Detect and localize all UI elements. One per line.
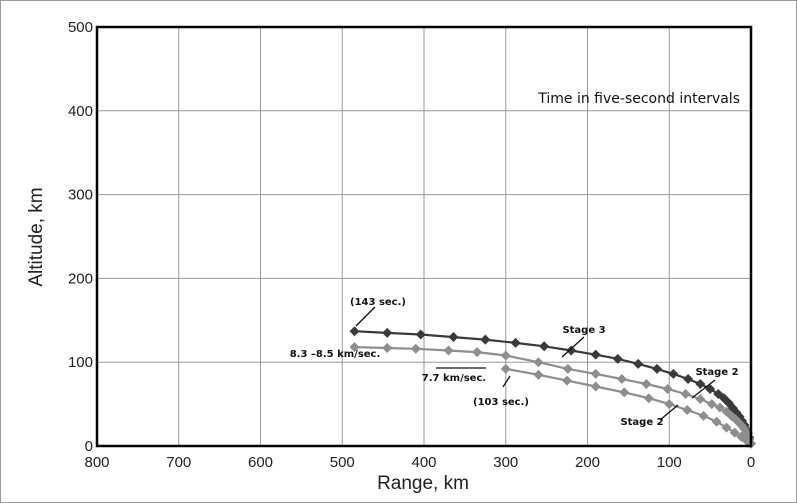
data-point xyxy=(680,389,691,400)
x-tick-label: 300 xyxy=(493,454,518,471)
series-2 xyxy=(500,363,755,448)
note-time-intervals: Time in five-second intervals xyxy=(537,91,740,107)
y-tick-label: 500 xyxy=(68,19,93,36)
data-point xyxy=(706,399,717,410)
data-point xyxy=(662,384,673,395)
annotation-stage-2-lower: Stage 2 xyxy=(620,417,663,428)
data-point xyxy=(713,389,724,400)
data-point xyxy=(448,332,459,343)
x-tick-label: 400 xyxy=(411,454,436,471)
data-point xyxy=(566,345,577,356)
data-point xyxy=(382,342,393,353)
plot-area-border xyxy=(95,25,753,448)
data-point xyxy=(533,369,544,380)
data-point xyxy=(590,368,601,379)
y-tick-label: 400 xyxy=(68,103,93,120)
x-tick-label: 200 xyxy=(575,454,600,471)
y-tick-label: 300 xyxy=(68,187,93,204)
x-tick-label: 800 xyxy=(84,454,109,471)
data-point xyxy=(695,394,706,405)
data-point xyxy=(664,399,675,410)
data-point xyxy=(443,345,454,356)
x-tick-label: 500 xyxy=(330,454,355,471)
data-point xyxy=(695,378,706,389)
x-tick-labels: 800 700 600 500 400 300 200 100 0 xyxy=(84,454,755,471)
data-point xyxy=(721,422,732,433)
x-axis-label: Range, km xyxy=(377,473,469,494)
y-tick-label: 200 xyxy=(68,270,93,287)
y-axis-label: Altitude, km xyxy=(26,187,47,286)
data-point xyxy=(616,373,627,384)
y-tick-labels: 0 100 200 300 400 500 xyxy=(68,19,93,455)
annotation-stage-3: Stage 3 xyxy=(562,325,605,336)
annotation-speed-8: 8.3 –8.5 km/sec. xyxy=(290,349,381,360)
annotation-stage-2-upper: Stage 2 xyxy=(695,367,738,378)
data-point xyxy=(633,358,644,369)
y-tick-label: 0 xyxy=(85,438,93,455)
data-point xyxy=(651,363,662,374)
data-point xyxy=(410,343,421,354)
series-layer xyxy=(349,326,756,449)
data-point xyxy=(612,353,623,364)
data-point xyxy=(533,357,544,368)
data-point xyxy=(668,368,679,379)
data-point xyxy=(562,363,573,374)
data-point xyxy=(590,381,601,392)
data-point xyxy=(641,378,652,389)
data-point xyxy=(683,373,694,384)
data-point xyxy=(590,349,601,360)
x-tick-label: 100 xyxy=(657,454,682,471)
annotation-143-sec: (143 sec.) xyxy=(350,297,406,308)
data-point xyxy=(539,341,550,352)
data-point xyxy=(643,393,654,404)
data-point xyxy=(349,342,360,353)
x-tick-label: 600 xyxy=(248,454,273,471)
data-point xyxy=(480,334,491,345)
data-point xyxy=(415,329,426,340)
data-point xyxy=(500,363,511,374)
data-point xyxy=(349,326,360,337)
series-0 xyxy=(349,326,756,449)
data-point xyxy=(500,350,511,361)
x-tick-label: 0 xyxy=(747,454,755,471)
data-point xyxy=(472,347,483,358)
data-point xyxy=(711,416,722,427)
data-point xyxy=(714,402,725,413)
annotation-speed-7: 7.7 km/sec. xyxy=(422,373,486,384)
y-tick-label: 100 xyxy=(68,354,93,371)
data-point xyxy=(619,387,630,398)
x-tick-label: 700 xyxy=(166,454,191,471)
series-line xyxy=(354,346,753,444)
data-point xyxy=(682,404,693,415)
data-point xyxy=(698,410,709,421)
annotation-arrows xyxy=(355,306,716,421)
annotation-103-sec: (103 sec.) xyxy=(473,397,529,408)
data-point xyxy=(382,327,393,338)
data-point xyxy=(705,384,716,395)
data-point xyxy=(562,375,573,386)
data-point xyxy=(721,406,732,417)
data-point xyxy=(510,337,521,348)
data-point xyxy=(729,427,740,438)
